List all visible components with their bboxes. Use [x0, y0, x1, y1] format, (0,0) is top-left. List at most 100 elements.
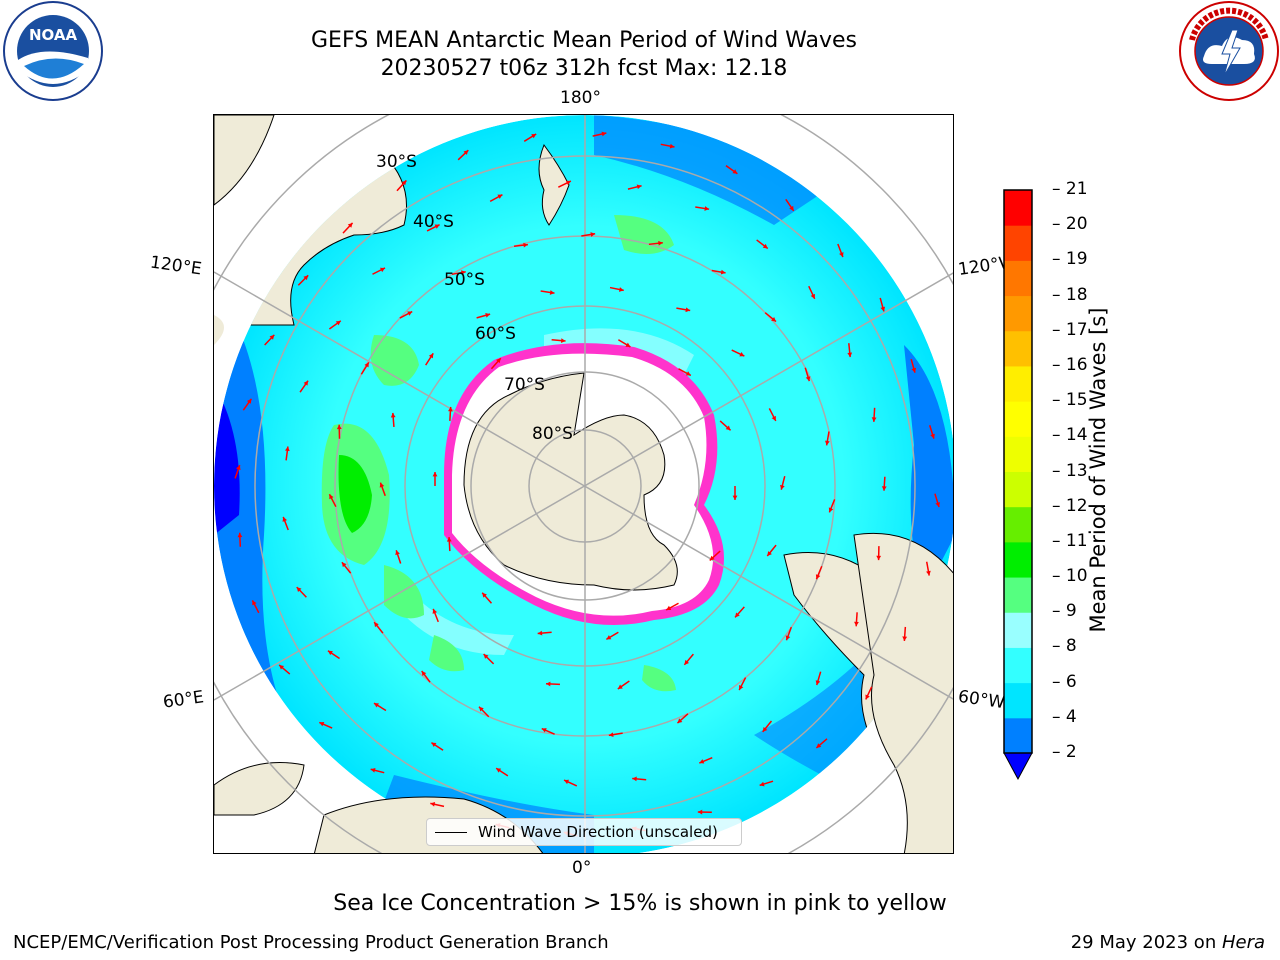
wind-wave-arrowhead — [565, 180, 571, 186]
wind-wave-arrowhead — [666, 605, 672, 610]
legend-text: Wind Wave Direction (unscaled) — [478, 823, 718, 841]
wind-wave-arrowhead — [446, 537, 452, 542]
lon-label-60e: 60°E — [161, 687, 206, 713]
colorbar-segment — [1004, 295, 1032, 332]
wind-wave-arrowhead — [816, 743, 822, 748]
wind-wave-arrowhead — [759, 781, 765, 787]
wind-wave-arrowhead — [482, 592, 487, 598]
colorbar-segment — [1004, 577, 1032, 613]
colorbar-tick-label: – 12 — [1052, 495, 1088, 516]
wind-wave-arrowhead — [549, 290, 555, 295]
colorbar-segment — [1004, 717, 1032, 754]
wind-wave-arrowhead — [720, 269, 726, 275]
wind-wave-arrowhead — [732, 169, 738, 174]
wind-wave-arrowhead — [876, 555, 882, 561]
wind-wave-arrowhead — [564, 779, 570, 785]
wind-wave-arrowhead — [236, 465, 241, 471]
colorbar-label: Mean Period of Wind Waves [s] — [1086, 307, 1110, 633]
wind-wave-arrowhead — [282, 516, 288, 522]
wind-wave-arrowhead — [590, 232, 596, 237]
low-period-north — [594, 115, 834, 225]
colorbar-segment — [1004, 436, 1032, 472]
wind-wave-arrowhead — [762, 243, 768, 249]
colorbar-extend-arrow — [1003, 752, 1033, 781]
colorbar-tick-label: – 14 — [1052, 425, 1088, 446]
wind-wave-arrowhead — [697, 809, 703, 815]
wind-wave-arrowhead — [430, 801, 436, 807]
wind-wave-arrowhead — [269, 334, 275, 340]
high-period-patch-2 — [338, 455, 372, 533]
colorbar-tick-label: – 6 — [1052, 671, 1077, 692]
colorbar-tick-label: – 8 — [1052, 636, 1077, 657]
wind-wave-arrowhead — [608, 732, 614, 738]
wind-wave-arrowhead — [625, 342, 631, 347]
wind-wave-arrowhead — [448, 406, 453, 412]
noaa-logo-text: NOAA — [29, 26, 78, 44]
wind-wave-arrowhead — [364, 362, 369, 368]
footer-producer: NCEP/EMC/Verification Post Processing Pr… — [13, 932, 609, 953]
wind-wave-arrowhead — [847, 352, 853, 358]
wind-wave-arrowhead — [732, 495, 738, 500]
wind-wave-arrowhead — [762, 726, 768, 732]
wind-wave-arrowhead — [815, 574, 821, 580]
colorbar-tick-label: – 2 — [1052, 742, 1077, 762]
wind-wave-arrowhead — [296, 587, 302, 592]
chart-subtitle: 20230527 t06z 312h fcst Max: 12.18 — [380, 56, 788, 81]
wind-wave-arrowhead — [431, 742, 437, 747]
wind-wave-arrowhead — [865, 694, 870, 700]
wind-wave-arrowhead — [370, 767, 376, 773]
wind-wave-arrowhead — [618, 287, 624, 292]
wind-wave-arrowhead — [636, 184, 642, 190]
wind-wave-arrowhead — [432, 472, 438, 477]
polar-map — [213, 114, 954, 854]
colorbar-tick-label: – 20 — [1052, 214, 1088, 235]
wind-wave-arrowhead — [789, 205, 794, 211]
wind-wave-arrowhead — [379, 482, 385, 488]
wind-wave-arrowhead — [805, 376, 811, 382]
wind-wave-arrowhead — [541, 728, 547, 733]
wind-wave-arrowhead — [685, 371, 691, 376]
map-canvas — [214, 115, 953, 853]
wind-wave-arrowhead — [560, 338, 566, 343]
wind-wave-arrowhead — [771, 316, 777, 322]
wind-wave-arrowhead — [496, 768, 502, 773]
low-period-east — [904, 345, 953, 595]
colorbar-segment — [1004, 612, 1032, 648]
lat-label-30s: 30°S — [376, 152, 417, 172]
lat-label-40s: 40°S — [413, 212, 454, 232]
colorbar-segment — [1004, 225, 1032, 261]
wind-wave-arrowhead — [911, 367, 917, 373]
lon-label-120e: 120°E — [148, 252, 203, 280]
wind-wave-arrowhead — [303, 380, 309, 386]
wind-wave-arrowhead — [329, 494, 334, 500]
new-zealand — [538, 143, 570, 226]
legend-line-sample — [435, 832, 467, 833]
wind-wave-arrowhead — [335, 320, 341, 326]
antarctica — [463, 372, 678, 591]
wind-wave-arrowhead — [336, 424, 342, 430]
colorbar-segment — [1004, 506, 1032, 543]
sea-ice-note: Sea Ice Concentration > 15% is shown in … — [333, 891, 947, 916]
wind-wave-arrowhead — [871, 417, 877, 422]
lat-label-60s: 60°S — [475, 324, 516, 344]
colorbar-segment — [1004, 330, 1032, 367]
colorbar-tick-label: – 9 — [1052, 601, 1077, 622]
wind-wave-arrowhead — [739, 685, 744, 691]
map-legend: Wind Wave Direction (unscaled) — [426, 818, 742, 846]
colorbar-tick-label: – 19 — [1052, 249, 1088, 270]
wind-wave-arrowhead — [735, 612, 740, 618]
wind-wave-arrowhead — [531, 133, 537, 139]
wind-wave-arrowhead — [685, 307, 691, 313]
wind-wave-arrowhead — [347, 222, 353, 228]
wind-wave-arrowhead — [463, 150, 469, 155]
wind-wave-arrowhead — [606, 635, 612, 640]
footer-date-text: 29 May 2023 on — [1070, 932, 1222, 953]
colorbar-segment — [1004, 365, 1032, 402]
wind-wave-arrowhead — [669, 143, 675, 149]
wind-wave-arrowhead — [935, 502, 941, 508]
wind-wave-arrowhead — [810, 293, 816, 299]
wind-wave-arrowhead — [327, 650, 333, 656]
wind-wave-arrowhead — [407, 311, 413, 316]
colorbar-segment — [1004, 260, 1032, 297]
wind-wave-arrowhead — [828, 507, 834, 513]
